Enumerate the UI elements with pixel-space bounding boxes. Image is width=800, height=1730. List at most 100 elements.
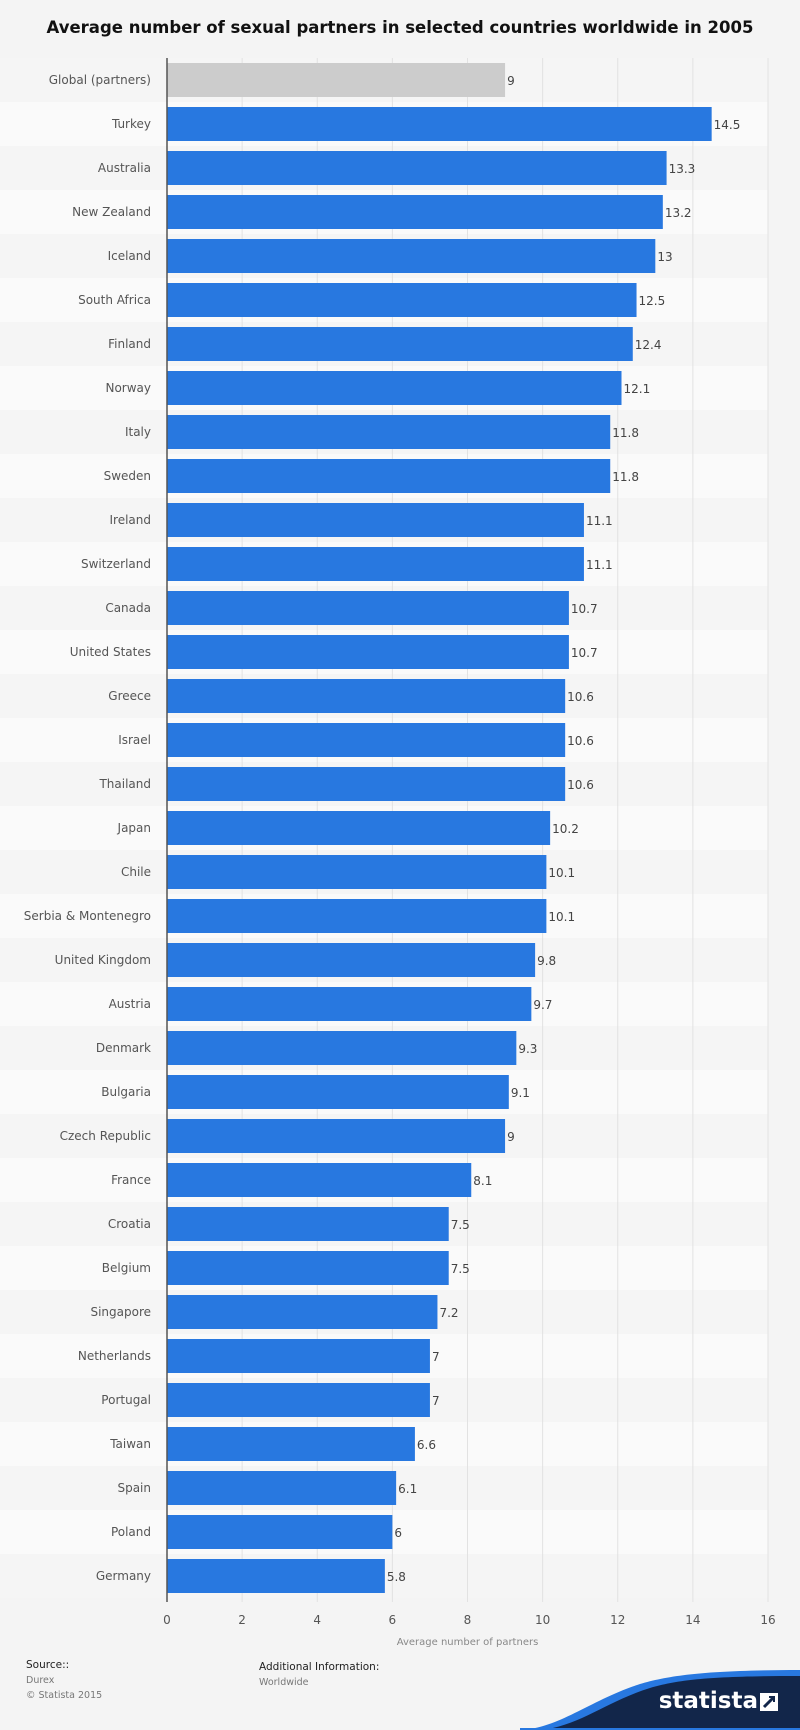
bar [167, 459, 611, 493]
value-label: 7.5 [451, 1218, 470, 1232]
category-label: Israel [118, 733, 151, 747]
value-label: 11.8 [612, 426, 639, 440]
bar-global [167, 63, 506, 97]
bars [167, 63, 712, 1593]
bar [167, 899, 547, 933]
bar [167, 1207, 449, 1241]
value-label: 7 [432, 1350, 440, 1364]
x-tick-label: 2 [238, 1613, 246, 1627]
brand-swoosh [520, 1670, 800, 1730]
category-label: Thailand [98, 777, 151, 791]
category-label: Czech Republic [60, 1129, 151, 1143]
bar [167, 635, 569, 669]
bar [167, 283, 637, 317]
value-label: 11.8 [612, 470, 639, 484]
bar [167, 1075, 509, 1109]
value-label: 9.1 [511, 1086, 530, 1100]
bar [167, 811, 551, 845]
category-labels: Global (partners) Turkey Australia New Zeal… [24, 73, 151, 1583]
category-label: Spain [117, 1481, 151, 1495]
value-label: 8.1 [473, 1174, 492, 1188]
category-label: United Kingdom [55, 953, 151, 967]
x-tick-label: 8 [464, 1613, 472, 1627]
bar [167, 1251, 449, 1285]
value-label: 13 [657, 250, 672, 264]
value-label: 14.5 [714, 118, 741, 132]
category-label: Norway [105, 381, 151, 395]
bar [167, 107, 712, 141]
x-tick-labels: 0 2 4 6 8 10 12 14 16 [163, 1613, 775, 1627]
source-line: Durex [26, 1675, 55, 1686]
value-label: 13.2 [665, 206, 692, 220]
category-label: Canada [105, 601, 151, 615]
bar [167, 723, 566, 757]
bar [167, 239, 656, 273]
value-label: 10.6 [567, 778, 594, 792]
category-label: South Africa [78, 293, 151, 307]
bar [167, 987, 532, 1021]
bar [167, 943, 536, 977]
category-label: Belgium [102, 1261, 151, 1275]
bar [167, 1119, 506, 1153]
category-label: Switzerland [81, 557, 151, 571]
statista-logo-icon [760, 1693, 778, 1711]
category-label: Serbia & Montenegro [24, 909, 151, 923]
copyright-line: © Statista 2015 [26, 1690, 103, 1701]
value-label: 6.1 [398, 1482, 417, 1496]
category-label: Austria [109, 997, 151, 1011]
additional-info-line: Worldwide [259, 1677, 309, 1688]
value-label: 9.7 [533, 998, 552, 1012]
value-label: 6 [394, 1526, 402, 1540]
bar [167, 195, 663, 229]
value-label: 11.1 [586, 514, 613, 528]
value-label: 13.3 [669, 162, 696, 176]
x-tick-label: 4 [313, 1613, 321, 1627]
value-label: 7 [432, 1394, 440, 1408]
x-tick-label: 0 [163, 1613, 171, 1627]
bar [167, 151, 667, 185]
bar [167, 1383, 430, 1417]
category-label: Chile [121, 865, 151, 879]
x-tick-label: 6 [389, 1613, 397, 1627]
bar [167, 855, 547, 889]
category-label: Poland [111, 1525, 151, 1539]
category-label: Iceland [108, 249, 151, 263]
bar [167, 679, 566, 713]
value-label: 7.5 [451, 1262, 470, 1276]
value-label: 11.1 [586, 558, 613, 572]
additional-info-heading: Additional Information: [259, 1661, 380, 1673]
category-label: Japan [117, 821, 151, 835]
bar [167, 371, 622, 405]
bar [167, 415, 611, 449]
value-label: 9.8 [537, 954, 556, 968]
statista-logo-text: statista [658, 1688, 758, 1714]
bar [167, 1031, 517, 1065]
bar [167, 1339, 430, 1373]
bar [167, 503, 584, 537]
category-label: Singapore [90, 1305, 151, 1319]
bar [167, 547, 584, 581]
bar [167, 767, 566, 801]
value-label: 9 [507, 74, 515, 88]
x-tick-label: 14 [685, 1613, 700, 1627]
category-label: United States [70, 645, 151, 659]
category-label: Finland [108, 337, 151, 351]
category-label: France [111, 1173, 151, 1187]
category-label: Sweden [104, 469, 151, 483]
bar [167, 1559, 385, 1593]
bar [167, 1515, 393, 1549]
bar [167, 327, 633, 361]
category-label: Bulgaria [101, 1085, 151, 1099]
value-label: 9 [507, 1130, 515, 1144]
x-tick-label: 10 [535, 1613, 550, 1627]
value-label: 10.2 [552, 822, 579, 836]
bar [167, 1163, 472, 1197]
category-label: Australia [98, 161, 151, 175]
bar [167, 1295, 438, 1329]
source-heading: Source:: [26, 1659, 70, 1671]
bar [167, 1471, 397, 1505]
value-label: 5.8 [387, 1570, 406, 1584]
x-tick-label: 16 [760, 1613, 775, 1627]
category-label: Netherlands [78, 1349, 151, 1363]
value-label: 10.1 [548, 910, 575, 924]
